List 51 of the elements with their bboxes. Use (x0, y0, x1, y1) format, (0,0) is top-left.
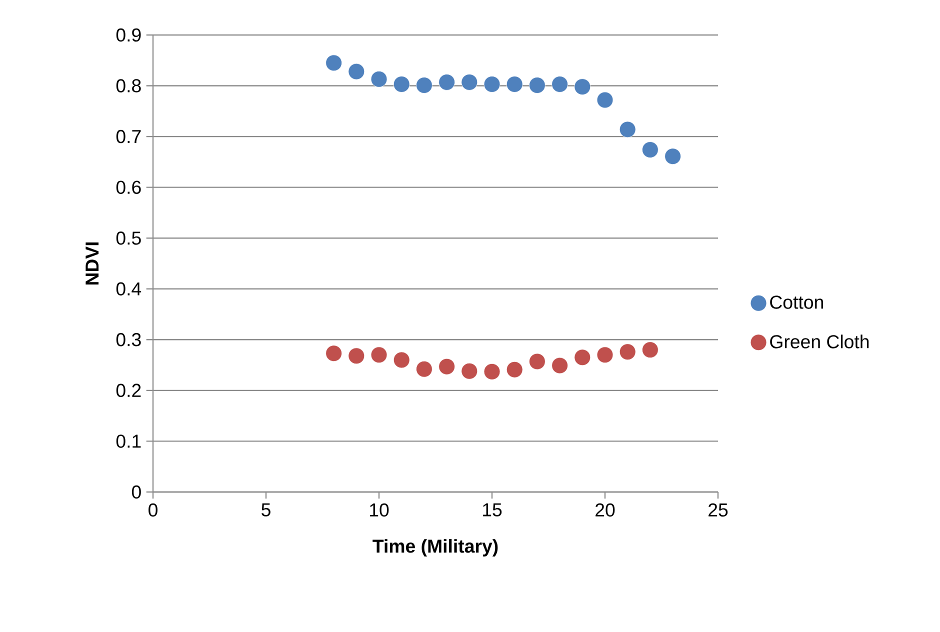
point (529, 353, 546, 370)
point (619, 121, 636, 138)
point (461, 362, 478, 380)
y-tick-label: 0.3 (116, 333, 141, 346)
point (552, 357, 568, 374)
point (348, 63, 365, 80)
x-tick-label: 5 (262, 503, 270, 516)
y-tick-label: 0.1 (116, 434, 141, 448)
y-tick-label: 0.9 (116, 28, 141, 42)
point (596, 346, 614, 364)
point (619, 344, 636, 360)
point (348, 348, 365, 364)
point (484, 363, 500, 380)
point (370, 70, 388, 88)
point (529, 77, 546, 94)
point (393, 352, 410, 368)
y-tick-label: 0.2 (116, 384, 141, 398)
point (461, 74, 478, 90)
point (552, 76, 568, 92)
point (438, 74, 455, 90)
point (574, 78, 591, 95)
y-tick-label: 0.7 (116, 130, 141, 144)
point (506, 361, 523, 378)
y-axis-title: NDVI (86, 242, 99, 285)
point (642, 142, 658, 158)
point (326, 54, 342, 72)
point (370, 346, 388, 364)
point (326, 345, 342, 362)
x-tick-label: 25 (708, 503, 728, 517)
x-tick-label: 15 (483, 503, 502, 516)
y-tick-label: 0.6 (116, 180, 141, 194)
point (574, 349, 591, 366)
point (393, 76, 410, 92)
y-tick-label: 0 (132, 485, 141, 499)
y-tick-label: 0.4 (116, 282, 142, 296)
point (596, 92, 614, 108)
x-tick-label: 10 (370, 503, 389, 517)
point (416, 360, 432, 378)
point (664, 148, 681, 165)
legend-label: Green Cloth (770, 334, 869, 348)
point (416, 77, 432, 94)
x-axis-title: Time (Military) (372, 539, 498, 556)
x-tick-label: 20 (596, 503, 615, 517)
legend-label: Cotton (770, 296, 823, 309)
point (506, 76, 523, 92)
point (438, 358, 455, 375)
y-tick-label: 0.8 (116, 79, 141, 92)
point (484, 76, 500, 92)
point (642, 342, 658, 358)
y-tick-label: 0.5 (116, 231, 141, 245)
x-tick-label: 0 (148, 503, 158, 517)
